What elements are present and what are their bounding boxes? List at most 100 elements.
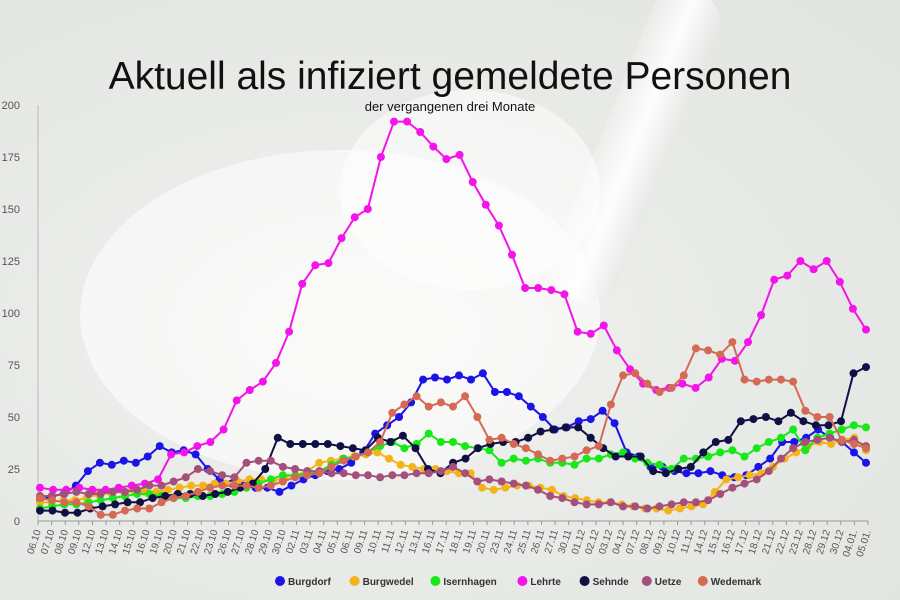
data-point bbox=[108, 510, 117, 519]
data-point bbox=[837, 417, 845, 426]
data-point bbox=[424, 469, 433, 478]
data-point bbox=[558, 454, 567, 463]
legend-item[interactable]: Isernhagen bbox=[430, 576, 497, 588]
series-wedemark bbox=[36, 338, 870, 519]
data-point bbox=[619, 371, 628, 380]
data-point bbox=[770, 275, 779, 284]
data-point bbox=[48, 506, 57, 515]
data-point bbox=[223, 487, 232, 496]
data-point bbox=[745, 471, 754, 480]
data-point bbox=[400, 471, 409, 480]
data-point bbox=[455, 371, 463, 380]
data-point bbox=[752, 444, 761, 453]
data-point bbox=[363, 205, 372, 213]
data-point bbox=[242, 481, 251, 490]
data-point bbox=[827, 440, 836, 448]
legend-item[interactable]: Lehrte bbox=[517, 576, 561, 588]
data-point bbox=[744, 338, 752, 347]
data-point bbox=[254, 456, 263, 465]
data-point bbox=[655, 502, 664, 511]
legend-item[interactable]: Wedemark bbox=[697, 576, 762, 588]
data-point bbox=[436, 467, 445, 476]
data-point bbox=[169, 494, 178, 503]
data-point bbox=[716, 448, 725, 457]
data-point bbox=[311, 440, 320, 448]
legend-item[interactable]: Uetze bbox=[641, 576, 682, 588]
data-point bbox=[521, 444, 530, 453]
data-point bbox=[431, 373, 439, 382]
data-point bbox=[436, 398, 445, 407]
y-tick-label: 125 bbox=[2, 256, 20, 268]
legend-marker bbox=[697, 576, 708, 586]
data-point bbox=[598, 406, 607, 415]
data-point bbox=[783, 271, 792, 280]
data-point bbox=[206, 483, 215, 492]
data-point bbox=[716, 490, 725, 498]
data-point bbox=[467, 375, 475, 384]
legend-item[interactable]: Sehnde bbox=[579, 576, 630, 588]
data-point bbox=[631, 502, 640, 511]
data-point bbox=[521, 284, 530, 292]
data-point bbox=[570, 460, 579, 469]
y-tick-label: 25 bbox=[8, 464, 20, 476]
data-point bbox=[862, 325, 870, 334]
data-point bbox=[862, 363, 870, 372]
data-point bbox=[61, 508, 69, 517]
data-point bbox=[749, 415, 758, 424]
data-point bbox=[198, 481, 207, 490]
data-point bbox=[704, 346, 713, 355]
legend-label: Wedemark bbox=[711, 577, 762, 588]
data-point bbox=[148, 494, 157, 503]
data-point bbox=[509, 479, 518, 488]
data-point bbox=[502, 388, 511, 396]
data-point bbox=[706, 467, 715, 476]
data-point bbox=[752, 377, 761, 386]
data-point bbox=[108, 494, 117, 503]
data-point bbox=[485, 475, 494, 484]
data-point bbox=[789, 425, 798, 434]
data-point bbox=[694, 469, 703, 478]
legend-item[interactable]: Burgwedel bbox=[349, 576, 414, 588]
data-point bbox=[497, 458, 506, 467]
data-point bbox=[36, 506, 44, 515]
data-point bbox=[298, 440, 307, 448]
data-point bbox=[121, 487, 129, 496]
data-point bbox=[536, 427, 545, 436]
data-point bbox=[573, 327, 582, 336]
data-point bbox=[119, 456, 128, 465]
data-point bbox=[764, 467, 773, 476]
data-point bbox=[436, 438, 445, 446]
series-uetze bbox=[36, 433, 870, 513]
data-point bbox=[278, 471, 287, 480]
data-point bbox=[473, 477, 482, 486]
data-point bbox=[123, 498, 132, 507]
data-point bbox=[348, 444, 357, 453]
data-point bbox=[704, 373, 713, 382]
data-point bbox=[549, 425, 558, 434]
data-point bbox=[837, 425, 846, 434]
y-tick-label: 100 bbox=[2, 308, 20, 320]
data-point bbox=[72, 498, 81, 507]
data-point bbox=[586, 433, 595, 442]
data-point bbox=[801, 438, 810, 446]
data-point bbox=[315, 469, 324, 478]
data-point bbox=[862, 458, 870, 467]
data-point bbox=[303, 471, 312, 480]
data-point bbox=[728, 446, 737, 455]
data-point bbox=[98, 502, 107, 511]
data-point bbox=[181, 473, 190, 482]
data-point bbox=[546, 492, 555, 500]
data-point bbox=[385, 454, 393, 463]
data-point bbox=[661, 469, 670, 478]
data-point bbox=[606, 400, 615, 409]
data-point bbox=[473, 413, 482, 421]
data-point bbox=[594, 442, 603, 451]
data-point bbox=[449, 462, 457, 471]
data-point bbox=[497, 433, 506, 442]
data-point bbox=[594, 454, 603, 463]
data-point bbox=[449, 402, 457, 411]
legend-item[interactable]: Burgdorf bbox=[275, 576, 331, 588]
data-point bbox=[526, 402, 535, 411]
data-point bbox=[606, 498, 615, 507]
data-point bbox=[489, 485, 498, 494]
